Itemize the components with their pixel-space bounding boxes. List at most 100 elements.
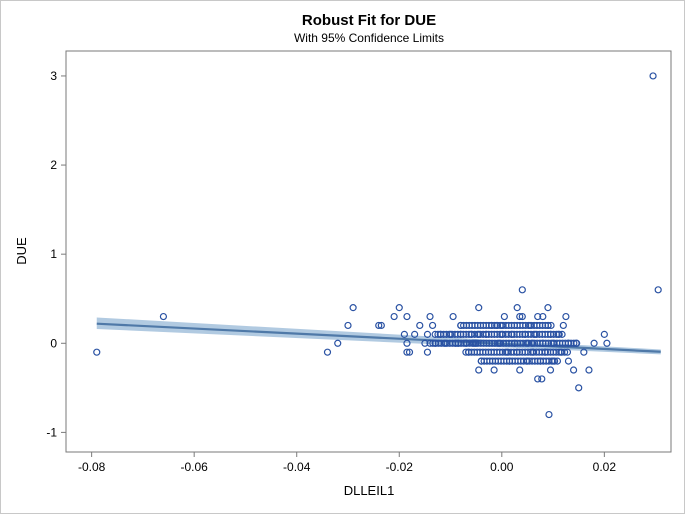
- data-point: [539, 339, 547, 347]
- data-point: [564, 339, 573, 347]
- data-point: [475, 304, 483, 312]
- plot-frame: [65, 50, 672, 453]
- data-point: [600, 330, 608, 338]
- plot-area: -0.08 -0.06 -0.04 -0.02 0.00 0.02 -1 0 1 2 3: [46, 50, 672, 474]
- x-axis-label: DLLEIL1: [344, 483, 395, 498]
- data-point: [436, 330, 444, 338]
- data-point: [538, 375, 546, 383]
- data-point: [508, 330, 516, 338]
- data-point: [561, 348, 569, 356]
- data-point: [477, 357, 485, 365]
- data-point: [545, 410, 553, 419]
- data-point: [513, 304, 521, 312]
- data-point: [541, 348, 549, 356]
- data-point: [590, 339, 598, 347]
- data-point: [570, 339, 578, 347]
- data-point: [446, 330, 455, 338]
- data-point: [558, 330, 566, 338]
- y-tick-label: 3: [50, 69, 57, 83]
- data-point: [554, 330, 562, 338]
- data-point: [390, 312, 398, 321]
- data-point: [523, 339, 532, 347]
- data-point: [546, 330, 555, 338]
- data-point: [403, 339, 411, 347]
- data-point: [553, 357, 562, 365]
- data-point: [498, 330, 506, 338]
- data-point: [431, 339, 439, 347]
- data-point: [500, 312, 508, 321]
- data-point: [546, 366, 555, 374]
- data-point: [452, 339, 460, 347]
- data-point: [159, 312, 168, 321]
- data-point: [498, 321, 506, 330]
- data-point: [403, 348, 411, 356]
- data-point: [472, 339, 480, 347]
- data-point: [457, 330, 465, 338]
- data-point: [549, 339, 557, 347]
- data-point: [580, 348, 588, 356]
- x-tick-label: -0.02: [386, 460, 414, 474]
- data-point: [511, 339, 519, 347]
- data-point: [334, 339, 342, 347]
- data-point: [475, 366, 483, 374]
- data-point: [344, 321, 352, 330]
- data-point: [523, 357, 532, 365]
- data-point: [462, 339, 470, 347]
- data-point: [516, 366, 524, 374]
- data-point: [564, 357, 573, 365]
- data-point: [518, 312, 526, 321]
- data-point: [585, 366, 593, 374]
- data-point: [487, 321, 496, 330]
- data-point: [513, 348, 521, 356]
- data-point: [575, 384, 583, 392]
- data-point: [470, 339, 478, 347]
- data-point: [467, 330, 475, 338]
- data-point: [557, 348, 565, 356]
- data-point: [603, 339, 611, 347]
- y-tick-label: -1: [46, 425, 57, 439]
- data-point: [539, 312, 547, 321]
- data-point: [559, 321, 567, 330]
- data-point: [518, 286, 526, 294]
- y-tick-label: 1: [50, 247, 57, 261]
- data-point: [505, 357, 514, 365]
- data-point: [405, 348, 414, 356]
- data-point: [495, 339, 503, 347]
- data-point: [526, 321, 534, 330]
- data-point: [531, 330, 539, 338]
- data-point: [563, 348, 572, 356]
- data-point: [449, 312, 457, 321]
- data-point: [503, 348, 511, 356]
- data-point: [521, 330, 529, 338]
- data-point: [536, 357, 544, 365]
- data-point: [464, 348, 473, 356]
- data-point: [423, 348, 432, 356]
- data-point: [534, 375, 542, 383]
- data-point: [562, 312, 570, 321]
- data-point: [544, 304, 552, 312]
- data-point: [534, 312, 542, 321]
- x-tick-label: -0.04: [283, 460, 311, 474]
- data-point: [395, 304, 403, 312]
- y-tick-label: 0: [50, 336, 57, 350]
- data-point: [475, 330, 483, 338]
- y-tick-label: 2: [50, 158, 57, 172]
- x-tick-label: -0.06: [180, 460, 208, 474]
- data-point: [572, 339, 580, 347]
- data-point: [428, 321, 437, 330]
- data-point: [654, 286, 662, 294]
- data-point: [528, 339, 537, 347]
- data-point: [411, 330, 419, 338]
- x-tick-label: 0.00: [490, 460, 514, 474]
- data-point: [454, 339, 462, 347]
- data-point: [482, 330, 491, 338]
- data-point: [323, 348, 332, 356]
- data-point: [490, 366, 498, 374]
- data-point: [349, 304, 357, 312]
- data-point: [441, 339, 450, 347]
- data-point: [544, 321, 552, 330]
- data-point: [528, 348, 537, 356]
- x-tick-label: 0.02: [593, 460, 617, 474]
